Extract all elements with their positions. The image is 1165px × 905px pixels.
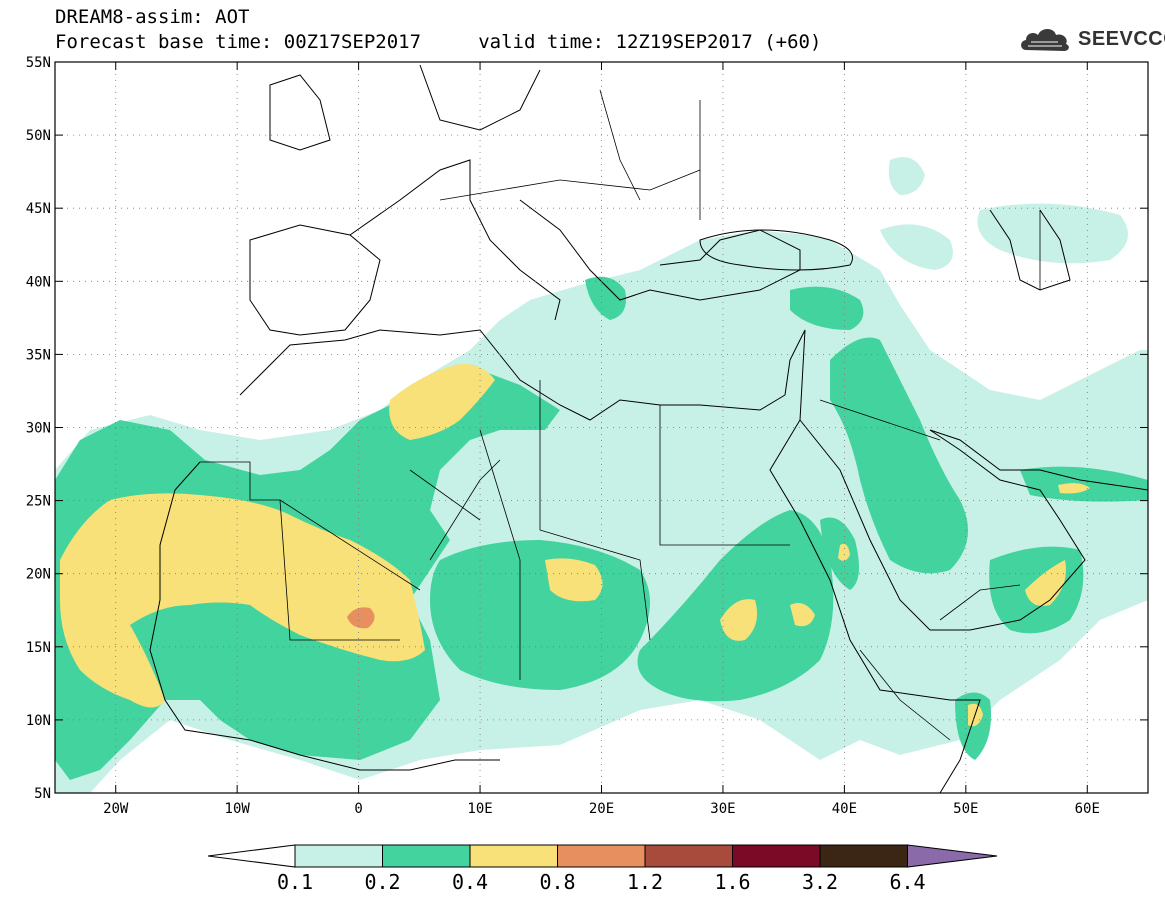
lon-tick-label: 10W bbox=[225, 801, 251, 817]
colorbar-label: 1.6 bbox=[714, 870, 750, 894]
aot-field-0.1-north bbox=[880, 224, 953, 270]
lat-tick-label: 40N bbox=[26, 274, 51, 290]
forecast-times: Forecast base time: 00Z17SEP2017 valid t… bbox=[55, 31, 822, 53]
lon-tick-label: 50E bbox=[953, 801, 978, 817]
lat-tick-label: 10N bbox=[26, 713, 51, 729]
aot-field-0.2-arabia bbox=[830, 337, 968, 574]
lon-tick-label: 10E bbox=[467, 801, 492, 817]
lat-tick-label: 35N bbox=[26, 347, 51, 363]
lat-tick-label: 50N bbox=[26, 128, 51, 144]
colorbar-label: 6.4 bbox=[889, 870, 925, 894]
gridlines bbox=[55, 62, 1148, 793]
lat-tick-label: 45N bbox=[26, 201, 51, 217]
aot-field-0.4-niger bbox=[545, 558, 603, 602]
lat-tick-label: 15N bbox=[26, 640, 51, 656]
colorbar-segment bbox=[557, 844, 646, 868]
border-line bbox=[429, 459, 501, 561]
coast-iberia bbox=[249, 224, 381, 336]
coast-france-italy bbox=[349, 159, 561, 321]
aot-field-0.4-oman bbox=[1025, 560, 1066, 606]
seevccc-logo: SEEVCCC bbox=[1018, 24, 1165, 54]
border-line bbox=[939, 584, 1021, 621]
aot-field-0.2-gulf bbox=[1020, 466, 1148, 502]
aot-field-0.8-mali bbox=[347, 607, 375, 629]
border-line bbox=[200, 461, 400, 641]
colorbar-label: 3.2 bbox=[802, 870, 838, 894]
lon-tick-label: 60E bbox=[1075, 801, 1100, 817]
colorbar-segment bbox=[469, 844, 558, 868]
border-line bbox=[409, 469, 481, 521]
colorbar-segment bbox=[644, 844, 733, 868]
aot-field-0.4-west bbox=[60, 493, 425, 708]
colorbar-segment bbox=[382, 844, 471, 868]
colorbar-under-arrow bbox=[207, 844, 296, 868]
colorbar-label: 0.2 bbox=[364, 870, 400, 894]
colorbar-label: 0.1 bbox=[277, 870, 313, 894]
lon-tick-label: 30E bbox=[710, 801, 735, 817]
colorbar-over-arrow bbox=[907, 844, 998, 868]
coast-black-sea bbox=[699, 229, 853, 271]
border-line bbox=[479, 429, 521, 680]
aot-fields bbox=[55, 157, 1148, 793]
border-line bbox=[819, 399, 941, 441]
border-line bbox=[439, 169, 701, 201]
aot-field-0.2-iraq bbox=[790, 286, 864, 330]
aot-field-0.4-gulf bbox=[1058, 483, 1090, 494]
coast-scandinavia bbox=[419, 64, 541, 131]
colorbar-segment bbox=[294, 844, 383, 868]
border-line bbox=[659, 405, 790, 546]
aot-field-0.2-somalia bbox=[955, 692, 991, 760]
coast-iran bbox=[929, 429, 1148, 491]
aot-field-0.1-blacksea bbox=[720, 232, 838, 267]
lon-tick-label: 20E bbox=[589, 801, 614, 817]
lat-tick-label: 30N bbox=[26, 421, 51, 437]
logo-text: SEEVCCC bbox=[1078, 27, 1165, 50]
coast-west-africa bbox=[149, 461, 500, 771]
aot-field-0.4-ethiopia bbox=[838, 543, 850, 561]
colorbar-label: 1.2 bbox=[627, 870, 663, 894]
cloud-icon bbox=[1021, 29, 1069, 51]
aot-field-0.4-morocco bbox=[389, 364, 495, 440]
colorbar-segment bbox=[732, 844, 821, 868]
aot-field-0.2-central bbox=[430, 540, 650, 690]
lat-tick-label: 55N bbox=[26, 55, 51, 71]
lat-tick-label: 5N bbox=[34, 786, 51, 802]
lat-tick-label: 20N bbox=[26, 567, 51, 583]
border-line bbox=[599, 89, 641, 201]
colorbar-label: 0.8 bbox=[539, 870, 575, 894]
coast-balkans-turkey bbox=[519, 199, 801, 301]
aot-field-0.1-blob bbox=[888, 157, 925, 195]
lon-tick-label: 20W bbox=[103, 801, 129, 817]
border-line bbox=[859, 649, 951, 741]
borders bbox=[200, 89, 1041, 741]
map-title: DREAM8-assim: AOT bbox=[55, 6, 250, 28]
colorbar: 0.1 0.2 0.4 0.8 1.2 1.6 3.2 6.4 bbox=[207, 844, 998, 894]
aot-field-0.2-aegean bbox=[585, 276, 626, 320]
coast-uk bbox=[269, 74, 331, 151]
border-line bbox=[279, 499, 421, 591]
colorbar-segment bbox=[819, 844, 908, 868]
aot-field-0.4-eritrea bbox=[790, 602, 815, 627]
lon-tick-label: 0 bbox=[354, 801, 362, 817]
axis-ticks: 55N 50N 45N 40N 35N 30N 25N 20N 15N 10N 5N 20W 10W 0 1… bbox=[26, 55, 1148, 817]
colorbar-label: 0.4 bbox=[452, 870, 488, 894]
coast-north-africa bbox=[239, 329, 786, 421]
coast-levant-redsea bbox=[769, 329, 981, 793]
aot-field-0.4-sudan bbox=[720, 599, 758, 641]
border-line bbox=[539, 380, 651, 641]
coast-arabia bbox=[799, 419, 1086, 631]
aot-field-0.1-caspian bbox=[977, 203, 1128, 264]
lat-tick-label: 25N bbox=[26, 494, 51, 510]
lon-tick-label: 40E bbox=[832, 801, 857, 817]
